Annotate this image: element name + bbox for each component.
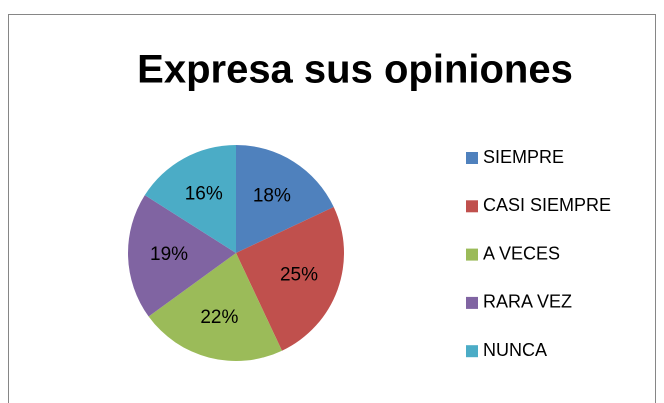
pie-slice xyxy=(128,195,236,317)
legend-swatch xyxy=(466,200,478,213)
legend-swatch xyxy=(466,296,478,309)
pie-slice xyxy=(144,145,236,253)
data-label: 18% xyxy=(253,185,291,206)
legend-swatch xyxy=(466,345,478,358)
data-label: 16% xyxy=(185,183,223,204)
pie-slice xyxy=(236,145,334,253)
data-label: 25% xyxy=(280,265,318,286)
legend-swatch xyxy=(466,248,478,261)
data-label: 19% xyxy=(150,244,188,265)
legend-swatch xyxy=(466,152,478,164)
chart-title: Expresa sus opiniones xyxy=(137,48,573,92)
legend-label: RARA VEZ xyxy=(483,292,572,312)
legend-label: CASI SIEMPRE xyxy=(483,195,611,215)
legend-label: NUNCA xyxy=(483,340,547,360)
pie-slice xyxy=(236,207,344,351)
chart-frame xyxy=(8,14,656,403)
pie-slice xyxy=(148,253,282,361)
legend-label: SIEMPRE xyxy=(483,147,564,167)
data-label: 22% xyxy=(200,307,238,328)
legend-label: A VECES xyxy=(483,243,560,263)
